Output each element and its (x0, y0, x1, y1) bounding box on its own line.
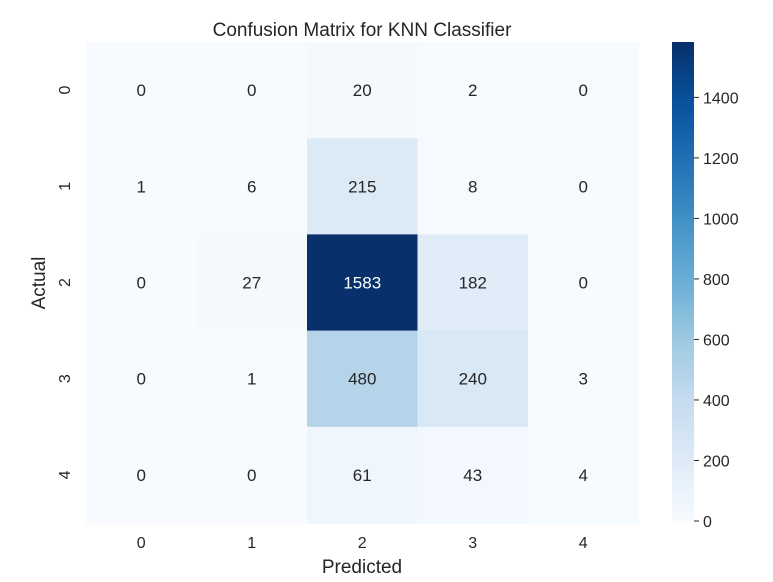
y-axis-label: Actual (29, 257, 50, 310)
cell-value-label: 215 (348, 177, 376, 196)
cell-value-label: 1583 (343, 274, 381, 293)
colorbar-tick-label: 1200 (703, 151, 739, 168)
colorbar-tick-label: 200 (703, 453, 730, 470)
heatmap-cell (196, 330, 308, 428)
x-tick-label: 2 (358, 535, 367, 552)
heatmap-cell (307, 234, 419, 332)
heatmap-cell (307, 330, 419, 428)
heatmap-cell (528, 234, 640, 332)
heatmap-cell (86, 138, 198, 235)
y-tick-label: 4 (57, 470, 74, 479)
chart-title: Confusion Matrix for KNN Classifier (213, 20, 512, 41)
y-tick-label: 3 (57, 374, 74, 383)
heatmap-cell (307, 426, 419, 524)
heatmap-cells: 0 0 20 2 01 6 215 8 00 27 1583 182 00 1 480 240 30 0 61 43 4 (86, 42, 640, 524)
cell-value-label: 20 (353, 81, 372, 100)
cell-value-label: 8 (468, 177, 477, 196)
cell-value-label: 480 (348, 370, 376, 389)
cell-value-label: 0 (579, 274, 588, 293)
x-tick-label: 1 (247, 535, 256, 552)
y-tick-label: 1 (57, 182, 74, 191)
cell-value-label: 0 (579, 177, 588, 196)
heatmap-cell (417, 234, 529, 332)
cell-value-label: 43 (463, 466, 482, 485)
heatmap-cell (86, 330, 198, 428)
heatmap-cell (528, 42, 640, 139)
heatmap-cell (528, 330, 640, 428)
heatmap-cell (196, 42, 308, 139)
heatmap-cell (417, 330, 529, 428)
cell-value-label: 182 (459, 274, 487, 293)
y-axis-ticks: 0 1 2 3 4 (57, 86, 74, 480)
cell-value-label: 0 (579, 81, 588, 100)
cell-value-label: 4 (579, 466, 588, 485)
cell-value-label: 0 (247, 466, 256, 485)
heatmap-cell (307, 138, 419, 235)
y-tick-label: 2 (57, 278, 74, 287)
heatmap-cell (528, 138, 640, 235)
colorbar-gradient (672, 42, 694, 521)
colorbar-tick-label: 400 (703, 393, 730, 410)
cell-value-label: 240 (459, 370, 487, 389)
cell-value-label: 2 (468, 81, 477, 100)
cell-value-label: 0 (137, 370, 146, 389)
cell-value-label: 61 (353, 466, 372, 485)
heatmap-cell (196, 426, 308, 524)
cell-value-label: 0 (247, 81, 256, 100)
x-axis-label: Predicted (322, 557, 402, 578)
cell-value-label: 1 (247, 370, 256, 389)
heatmap-cell (196, 234, 308, 332)
colorbar-tick-label: 1400 (703, 90, 739, 107)
cell-value-label: 0 (137, 466, 146, 485)
colorbar: 0 200 400 600 800 1000 1200 1400 (672, 42, 739, 531)
colorbar-ticks: 0 200 400 600 800 1000 1200 1400 (694, 90, 739, 531)
cell-value-label: 27 (242, 274, 261, 293)
cell-value-label: 6 (247, 177, 256, 196)
cell-value-label: 0 (137, 81, 146, 100)
heatmap-cell (86, 234, 198, 332)
x-tick-label: 4 (579, 535, 588, 552)
x-axis-ticks: 0 1 2 3 4 (137, 535, 588, 552)
heatmap-cell (417, 42, 529, 139)
colorbar-tick-label: 0 (703, 514, 712, 531)
colorbar-tick-label: 1000 (703, 211, 739, 228)
heatmap-cell (196, 138, 308, 235)
heatmap-cell (86, 426, 198, 524)
heatmap-cell (307, 42, 419, 139)
heatmap-cell (86, 42, 198, 139)
y-tick-label: 0 (57, 86, 74, 95)
heatmap-cell (528, 426, 640, 524)
x-tick-label: 0 (137, 535, 146, 552)
colorbar-tick-label: 600 (703, 332, 730, 349)
cell-value-label: 0 (137, 274, 146, 293)
x-tick-label: 3 (468, 535, 477, 552)
cell-value-label: 3 (579, 370, 588, 389)
colorbar-tick-label: 800 (703, 272, 730, 289)
heatmap-cell (417, 426, 529, 524)
heatmap-cell (417, 138, 529, 235)
cell-value-label: 1 (137, 177, 146, 196)
